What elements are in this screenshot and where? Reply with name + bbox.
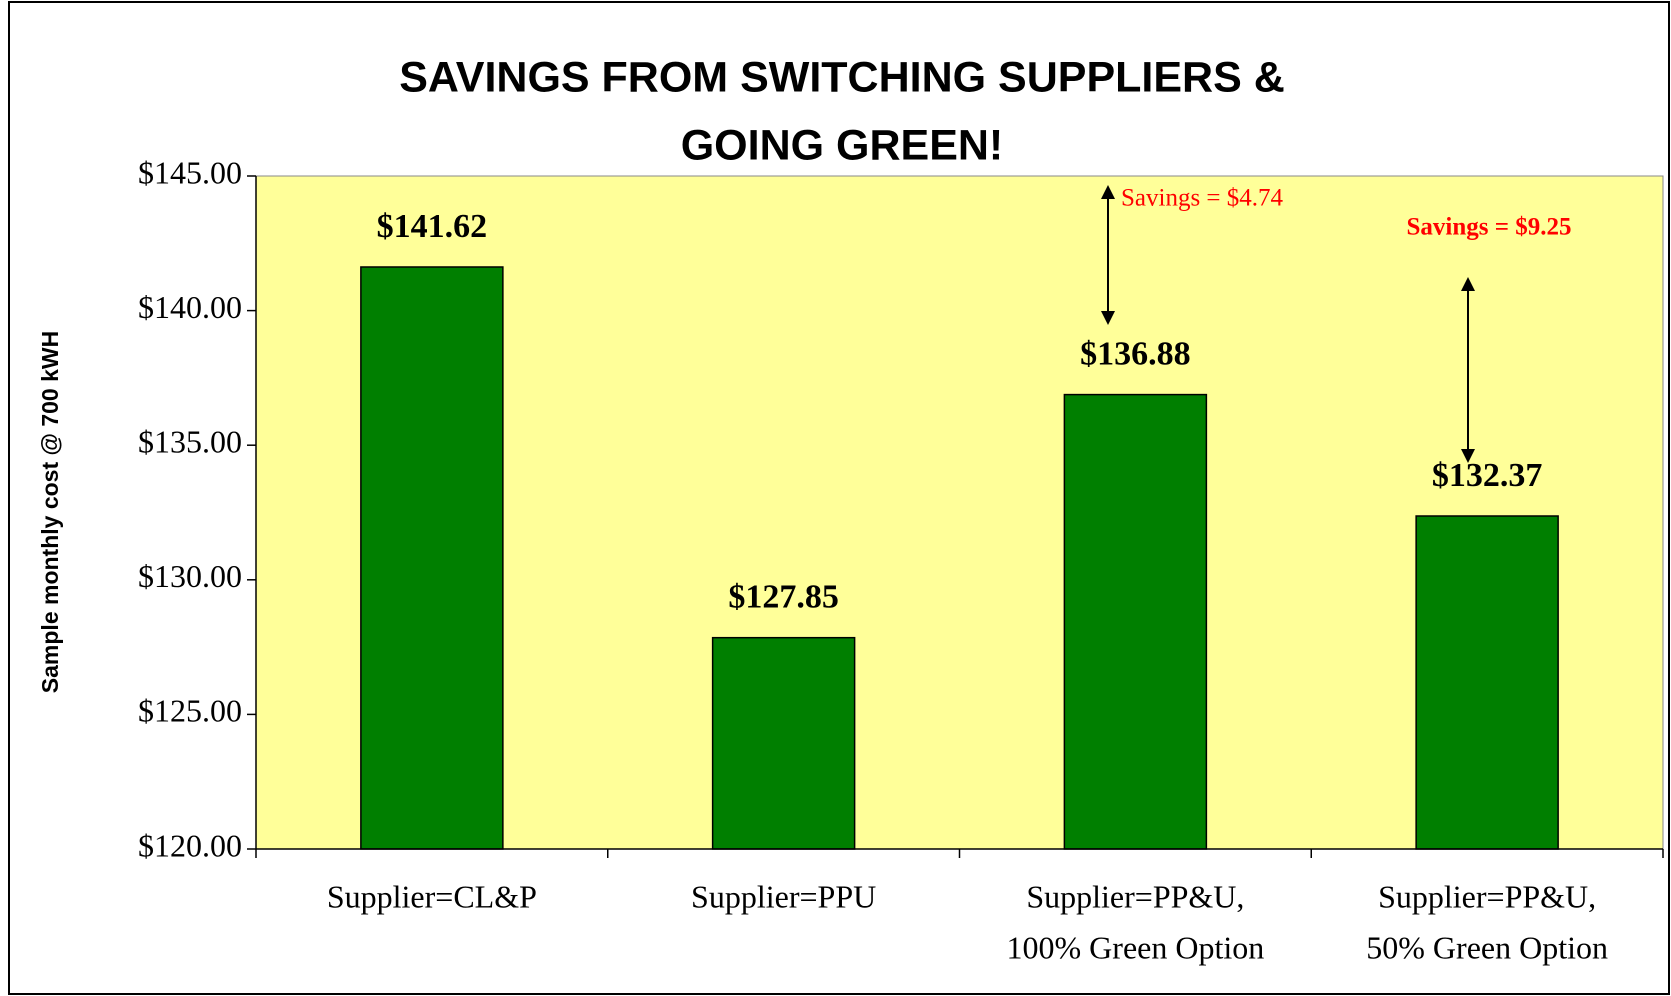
x-tick-label: Supplier=PP&U,	[1026, 878, 1244, 914]
y-axis-label: Sample monthly cost @ 700 kWH	[37, 331, 63, 693]
chart-title: GOING GREEN!	[681, 121, 1004, 169]
x-tick-label: Supplier=CL&P	[327, 878, 537, 914]
bar	[360, 266, 504, 850]
x-tick-label: Supplier=PP&U,	[1378, 878, 1596, 914]
bar	[711, 636, 856, 850]
bar	[1415, 515, 1559, 850]
value-label: $127.85	[728, 578, 839, 615]
y-tick-label: $135.00	[138, 424, 242, 460]
bar	[1063, 393, 1208, 850]
y-tick-label: $120.00	[138, 827, 242, 863]
value-label: $132.37	[1432, 457, 1543, 494]
y-tick-label: $145.00	[138, 154, 242, 190]
value-label: $136.88	[1080, 335, 1191, 372]
annotation: Savings = $9.25	[1407, 214, 1572, 241]
annotation: Savings = $4.74	[1121, 185, 1284, 212]
x-tick-label: 50% Green Option	[1366, 929, 1608, 965]
x-tick-label: Supplier=PPU	[691, 878, 876, 914]
x-tick-label: 100% Green Option	[1007, 929, 1265, 965]
y-tick-label: $125.00	[138, 693, 242, 729]
y-tick-label: $140.00	[138, 289, 242, 325]
value-label: $141.62	[377, 208, 488, 245]
y-tick-label: $130.00	[138, 558, 242, 594]
chart-title: SAVINGS FROM SWITCHING SUPPLIERS &	[399, 53, 1285, 101]
